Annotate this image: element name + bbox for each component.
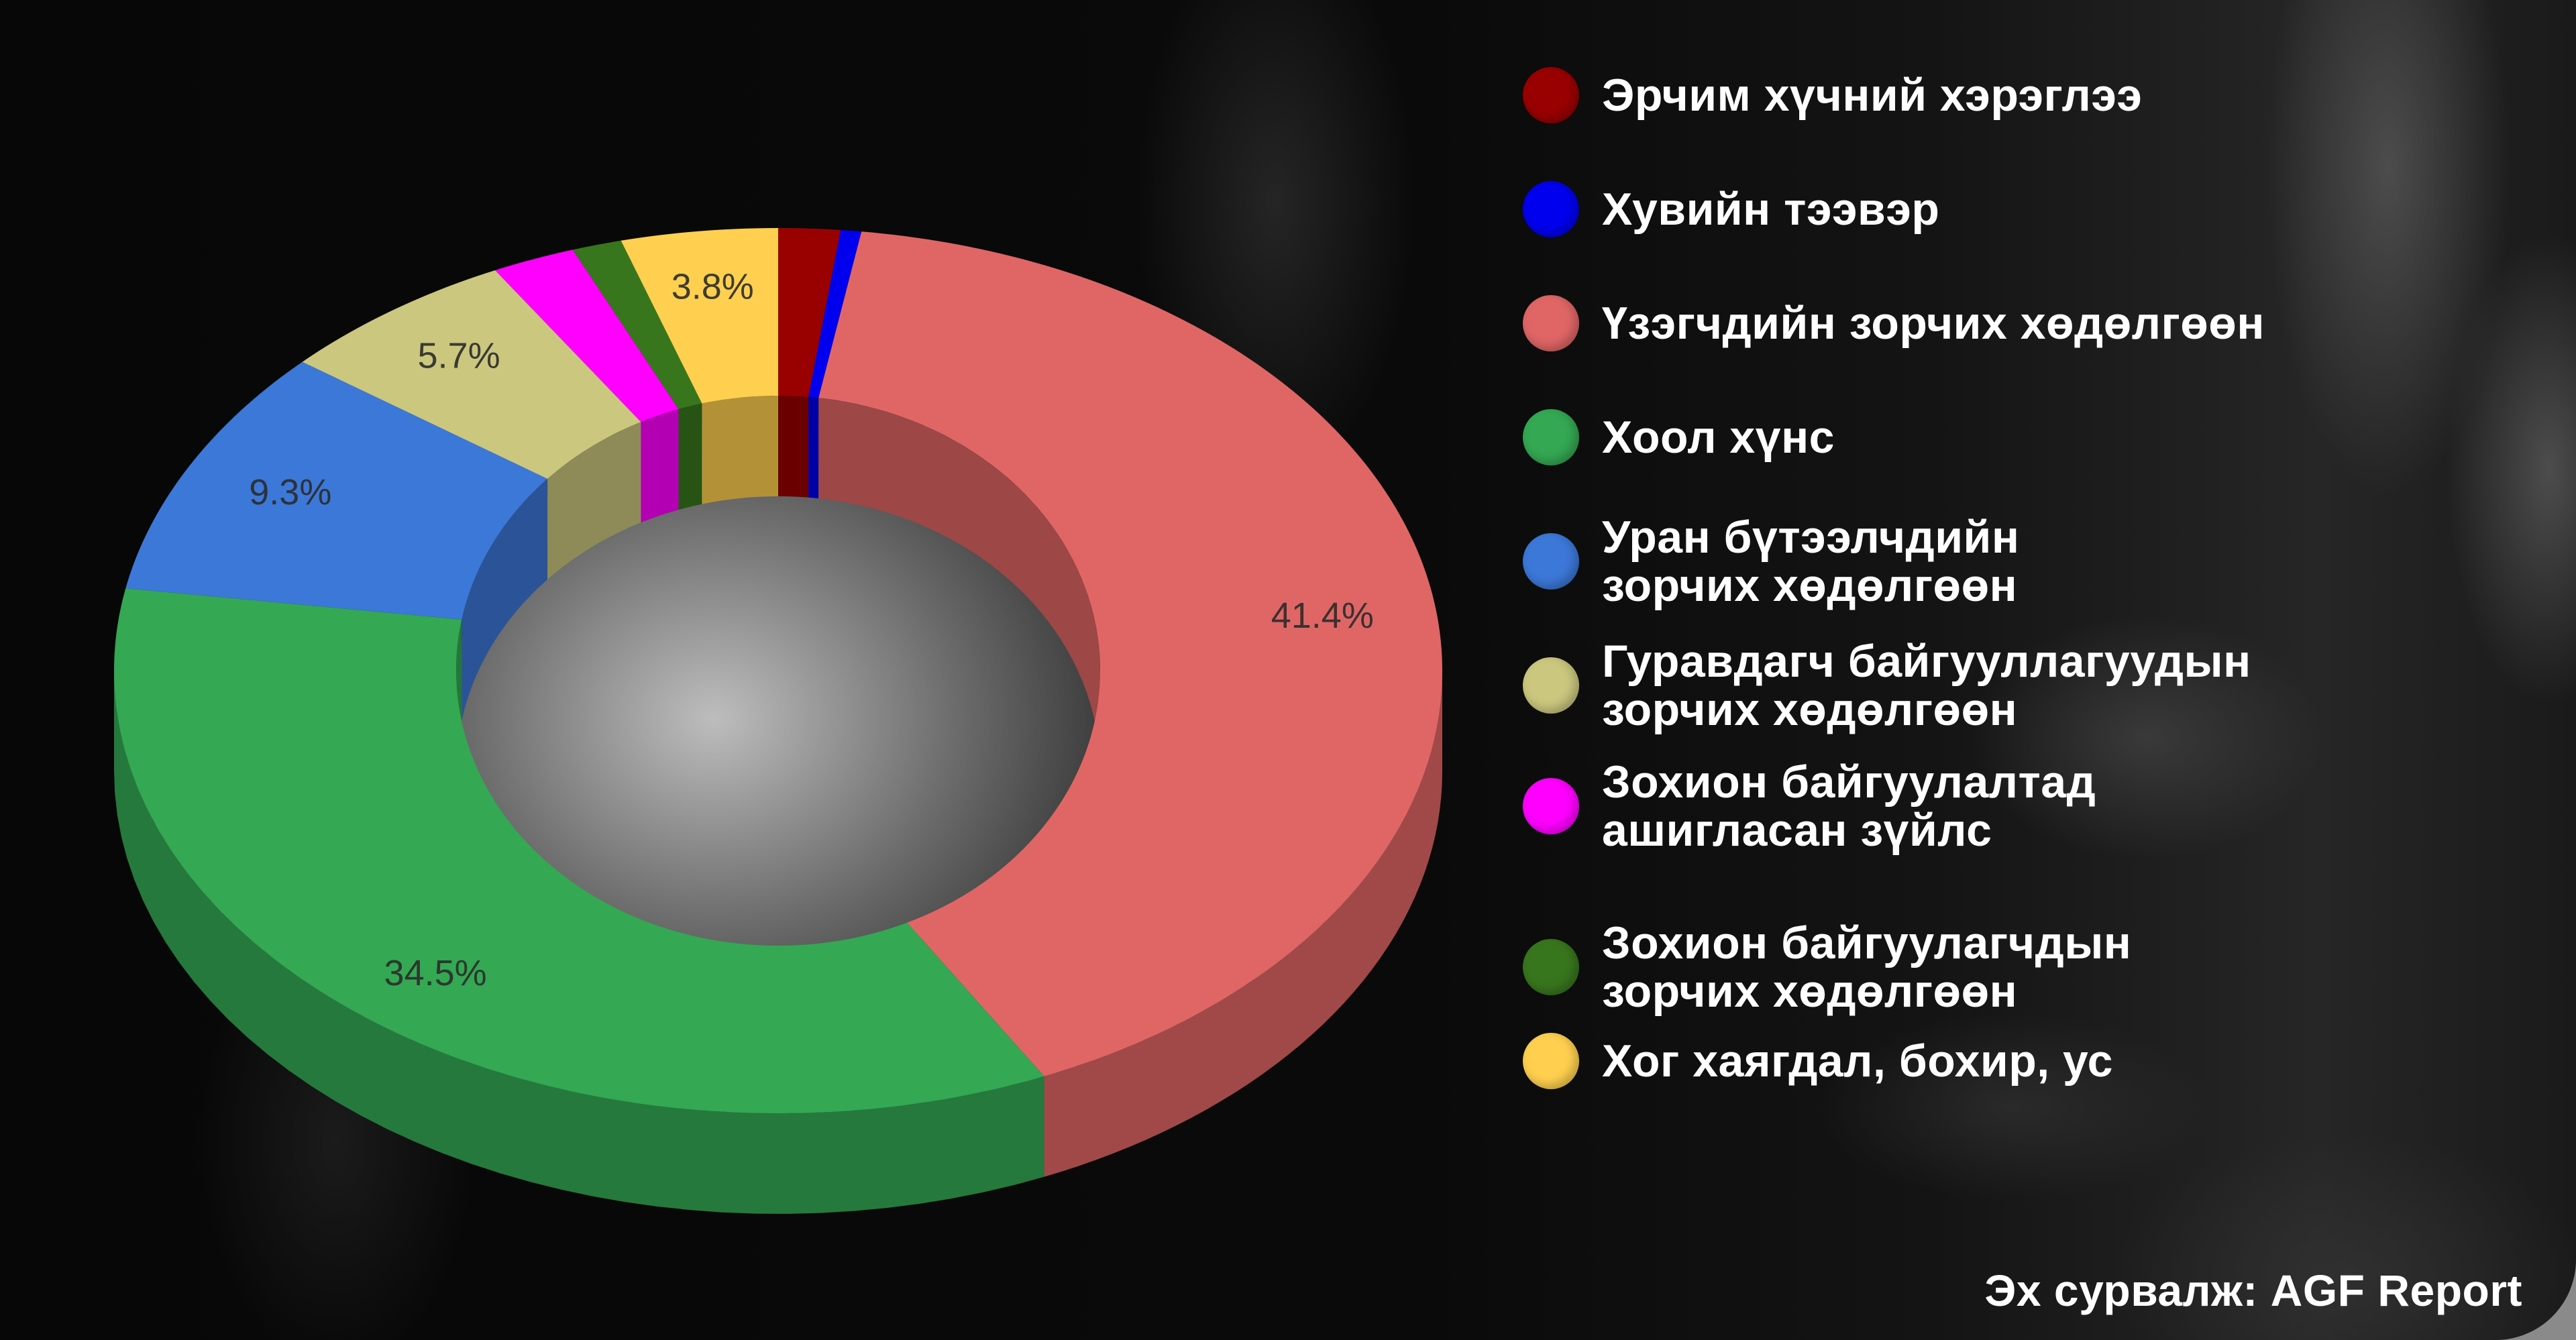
slice-percent-label: 3.8% [672, 267, 754, 307]
donut-inner-walls [456, 396, 1100, 771]
legend-swatch-icon [1523, 409, 1579, 465]
legend-label: Хувийн тээвэр [1602, 184, 1940, 235]
legend-swatch-icon [1523, 939, 1579, 995]
slice-percent-label: 5.7% [418, 336, 500, 376]
slice-inner-wall [808, 396, 819, 499]
legend-item: Хоол хүнс [1523, 409, 1835, 465]
slice-top [302, 270, 641, 479]
slice-top [778, 228, 841, 397]
slice-percent-label: 34.5% [384, 953, 487, 993]
slice-inner-wall [462, 478, 548, 720]
slice-inner-wall [641, 409, 679, 523]
slice-top [495, 249, 679, 423]
legend-swatch-icon [1523, 181, 1579, 237]
legend-item: Хог хаягдал, бохир, ус [1523, 1033, 2113, 1089]
slice-wall [114, 671, 1044, 1214]
legend-label: Зохион байгуулагчдын зорчих хөдөлгөөн [1602, 917, 2132, 1017]
legend-item: Уран бүтээлчдийн зорчих хөдөлгөөн [1523, 513, 2019, 610]
legend-label: Зохион байгуулалтад ашигласан зүйлс [1602, 757, 2096, 856]
slice-top [572, 240, 702, 410]
legend-swatch-icon [1523, 1033, 1579, 1089]
slice-top [818, 231, 1442, 1076]
slice-inner-wall [818, 398, 1100, 771]
legend-label: Хог хаягдал, бохир, ус [1602, 1036, 2113, 1086]
donut-hole [456, 416, 1100, 966]
slice-top [114, 588, 1044, 1113]
donut-outer-walls [114, 671, 1442, 1214]
slice-percent-label: 41.4% [1271, 596, 1374, 636]
slice-wall [1044, 671, 1442, 1177]
legend-label: Гуравдагч байгууллагуудын зорчих хөдөлгөө… [1602, 636, 2251, 735]
donut-top-faces [114, 228, 1442, 1113]
legend-label: Үзэгчдийн зорчих хөдөлгөөн [1602, 298, 2265, 349]
legend-item: Эрчим хүчний хэрэглээ [1523, 67, 2142, 123]
source-caption: Эх сурвалж: AGF Report [1984, 1266, 2522, 1315]
legend-label: Уран бүтээлчдийн зорчих хөдөлгөөн [1602, 512, 2020, 611]
slice-inner-wall [678, 403, 702, 510]
slice-inner-wall [547, 422, 641, 579]
slice-top [621, 228, 778, 404]
slice-inner-wall [702, 396, 778, 504]
legend-item: Хувийн тээвэр [1523, 181, 1939, 237]
legend-item: Зохион байгуулалтад ашигласан зүйлс [1523, 758, 2096, 854]
legend-swatch-icon [1523, 657, 1579, 714]
legend-label: Эрчим хүчний хэрэглээ [1602, 70, 2143, 121]
legend-item: Зохион байгуулагчдын зорчих хөдөлгөөн [1523, 919, 2131, 1015]
legend-swatch-icon [1523, 295, 1579, 351]
slice-inner-wall [778, 396, 809, 498]
slice-top [125, 361, 548, 620]
slice-percent-label: 9.3% [249, 472, 331, 512]
slice-top [808, 229, 862, 398]
legend-swatch-icon [1523, 533, 1579, 590]
legend-swatch-icon [1523, 778, 1579, 834]
legend-label: Хоол хүнс [1602, 412, 1835, 463]
legend-item: Гуравдагч байгууллагуудын зорчих хөдөлгөө… [1523, 637, 2251, 734]
legend-swatch-icon [1523, 67, 1579, 123]
legend-item: Үзэгчдийн зорчих хөдөлгөөн [1523, 295, 2265, 351]
donut-labels: 41.4% 34.5% 9.3% 5.7% 3.8% [249, 267, 1374, 993]
donut-chart: 41.4% 34.5% 9.3% 5.7% 3.8% [114, 228, 1442, 1214]
